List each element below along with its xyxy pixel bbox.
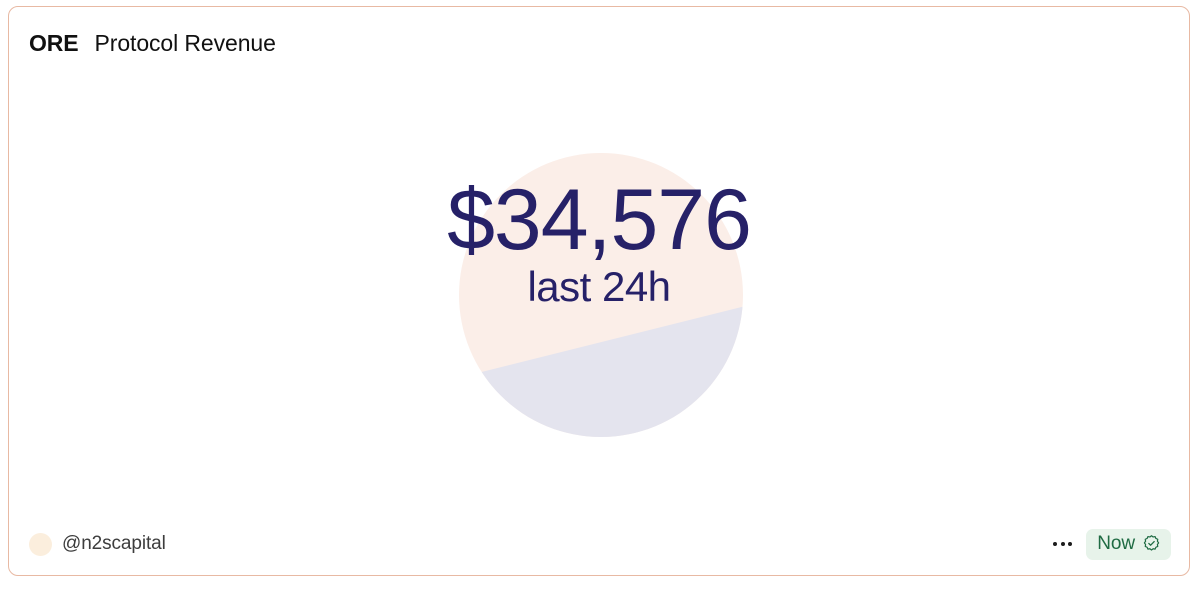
pie-chart-graphic	[459, 153, 743, 437]
card-footer: @n2scapital Now	[9, 513, 1189, 575]
page-title: Protocol Revenue	[94, 29, 276, 56]
ellipsis-dot	[1068, 542, 1073, 546]
footer-account[interactable]: @n2scapital	[29, 532, 166, 556]
stat-stage: $34,576 last 24h	[9, 79, 1189, 513]
brand-ticker: ORE	[29, 29, 79, 56]
revenue-card: ORE Protocol Revenue $34,576 last 24h @n…	[8, 6, 1190, 576]
ellipsis-dot	[1060, 542, 1065, 546]
ellipsis-icon[interactable]	[1051, 536, 1074, 552]
status-badge-label: Now	[1097, 532, 1135, 554]
card-header: ORE Protocol Revenue	[9, 7, 1189, 79]
status-badge[interactable]: Now	[1086, 528, 1171, 560]
ellipsis-dot	[1053, 542, 1058, 546]
account-handle[interactable]: @n2scapital	[62, 533, 166, 554]
verified-badge-icon	[1143, 535, 1160, 551]
pie-slice-lower	[459, 278, 743, 437]
footer-actions: Now	[1051, 528, 1171, 560]
avatar-circle-icon	[29, 532, 52, 556]
